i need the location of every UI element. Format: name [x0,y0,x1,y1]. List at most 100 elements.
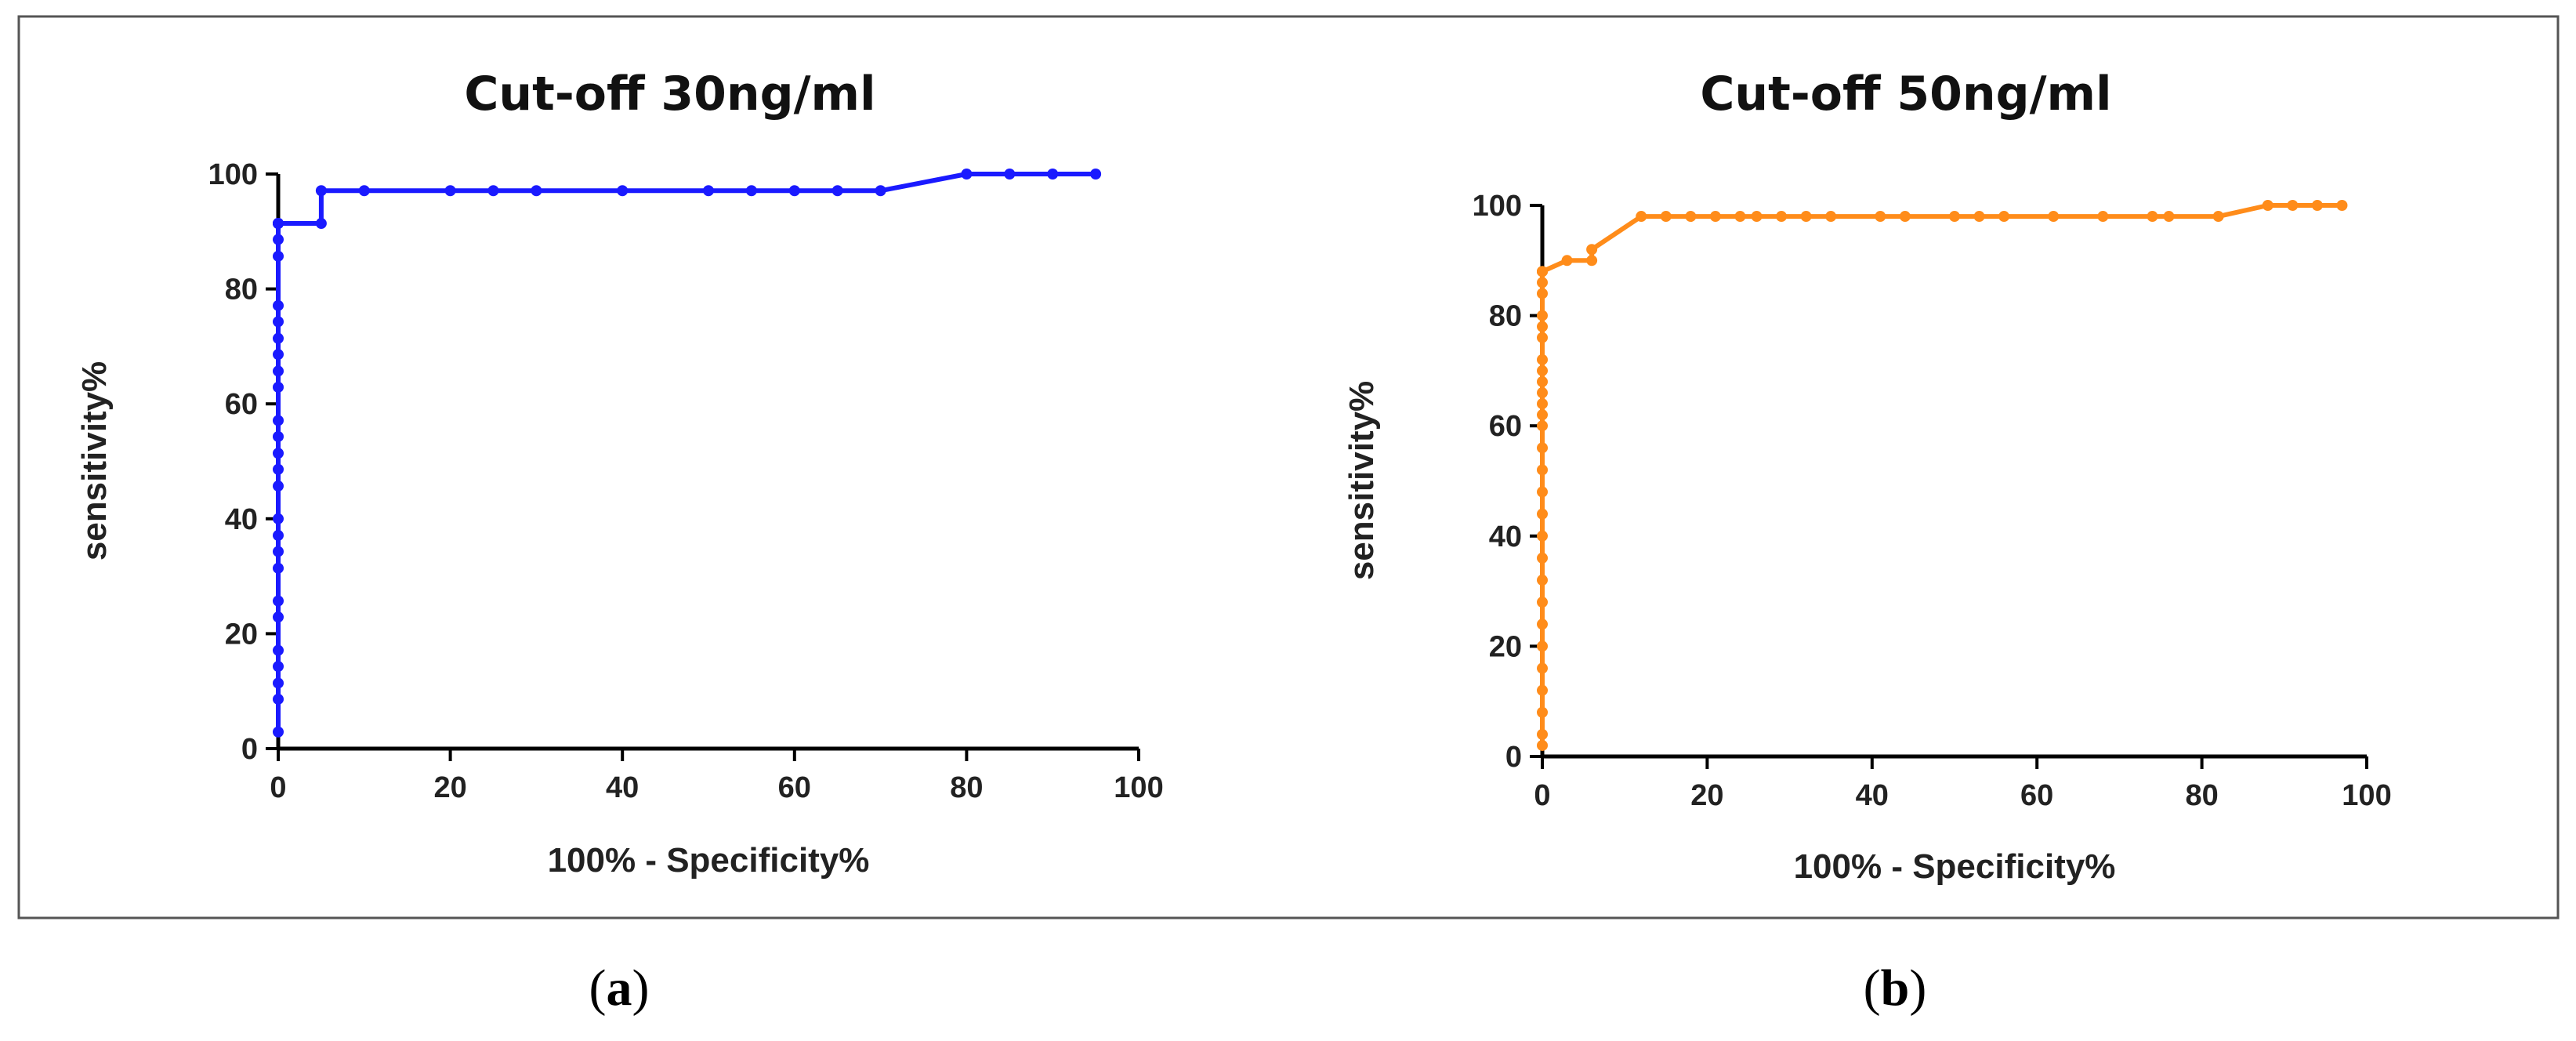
panel-label-a: (a) [589,959,650,1017]
data-point [875,185,886,197]
data-point [1660,211,1672,223]
data-point [1586,244,1598,256]
data-point [273,562,284,574]
data-point [1090,169,1102,180]
data-point [1537,442,1548,454]
data-point [2147,211,2158,223]
data-point [1537,684,1548,696]
data-point [2336,200,2348,211]
data-point [273,234,284,245]
x-axis-label: 100% - Specificity% [1794,847,2116,886]
data-point [2048,211,2060,223]
data-point [617,185,629,197]
data-point [1537,277,1548,288]
data-point [1537,398,1548,410]
data-point [487,185,499,197]
data-point [1537,321,1548,332]
y-tick-label: 40 [1489,520,1522,553]
y-tick-label: 40 [225,503,258,536]
x-tick-label: 40 [1856,779,1889,812]
x-tick-label: 20 [1690,779,1723,812]
x-tick-label: 100 [1114,771,1163,804]
data-point [1537,420,1548,432]
data-point [1709,211,1721,223]
y-tick-label: 100 [1473,190,1522,223]
data-point [273,644,284,656]
data-point [273,430,284,442]
y-axis-label: sensitivity% [75,361,114,560]
data-point [273,513,284,524]
data-point [1899,211,1911,223]
data-point [1004,169,1016,180]
chart-panel-a: Cut-off 30ng/ml 0 20 40 60 80 100 0 20 40 60 80 100… [75,67,1164,1017]
y-tick-label: 20 [1489,630,1522,663]
y-tick-label: 20 [225,618,258,651]
data-point [1537,706,1548,718]
data-point [1825,211,1837,223]
data-point [273,349,284,361]
data-point [273,530,284,542]
data-point [1973,211,1985,223]
data-point [273,463,284,475]
data-point [1586,255,1598,267]
data-point [1537,552,1548,564]
data-point [1537,365,1548,376]
x-tick-label: 0 [270,771,286,804]
data-point [1636,211,1647,223]
data-point [273,316,284,328]
data-point [2262,200,2273,211]
data-point [1685,211,1697,223]
data-point [1537,640,1548,652]
data-point [1537,597,1548,608]
data-point [1537,662,1548,674]
data-point [788,185,800,197]
data-point [1998,211,2010,223]
data-point [358,185,370,197]
data-point [273,218,284,230]
data-point [273,661,284,673]
data-point [1537,375,1548,387]
data-point [1734,211,1746,223]
x-axis-label: 100% - Specificity% [548,841,870,880]
data-point [315,185,327,197]
data-point [273,250,284,262]
y-tick-label: 60 [225,388,258,421]
data-point [1537,409,1548,421]
data-point [273,611,284,623]
x-tick-label: 20 [433,771,466,804]
data-point [273,677,284,689]
y-tick-label: 80 [1489,300,1522,333]
data-point [273,448,284,459]
data-point [1537,288,1548,299]
data-point [1561,255,1573,267]
chart-title: Cut-off 30ng/ml [464,67,875,122]
data-point [1537,728,1548,740]
x-tick-label: 100 [2342,779,2391,812]
y-tick-label: 0 [241,733,258,766]
data-point [745,185,757,197]
data-point [273,726,284,738]
data-point [273,546,284,557]
data-point [273,595,284,607]
data-point [1800,211,1812,223]
data-point [273,415,284,426]
data-point [1537,354,1548,365]
panel-label-b: (b) [1864,959,1927,1017]
x-tick-label: 60 [2020,779,2053,812]
data-point [1751,211,1763,223]
data-point [531,185,542,197]
x-tick-label: 80 [950,771,983,804]
figure-frame [17,15,2560,919]
data-point [273,693,284,705]
data-point [1537,739,1548,751]
data-point [1875,211,1886,223]
data-point [1537,575,1548,586]
y-tick-label: 80 [225,274,258,306]
data-point [315,218,327,230]
data-point [1776,211,1788,223]
y-tick-label: 60 [1489,410,1522,443]
data-point [2311,200,2323,211]
x-tick-label: 40 [606,771,639,804]
data-point [1537,464,1548,476]
